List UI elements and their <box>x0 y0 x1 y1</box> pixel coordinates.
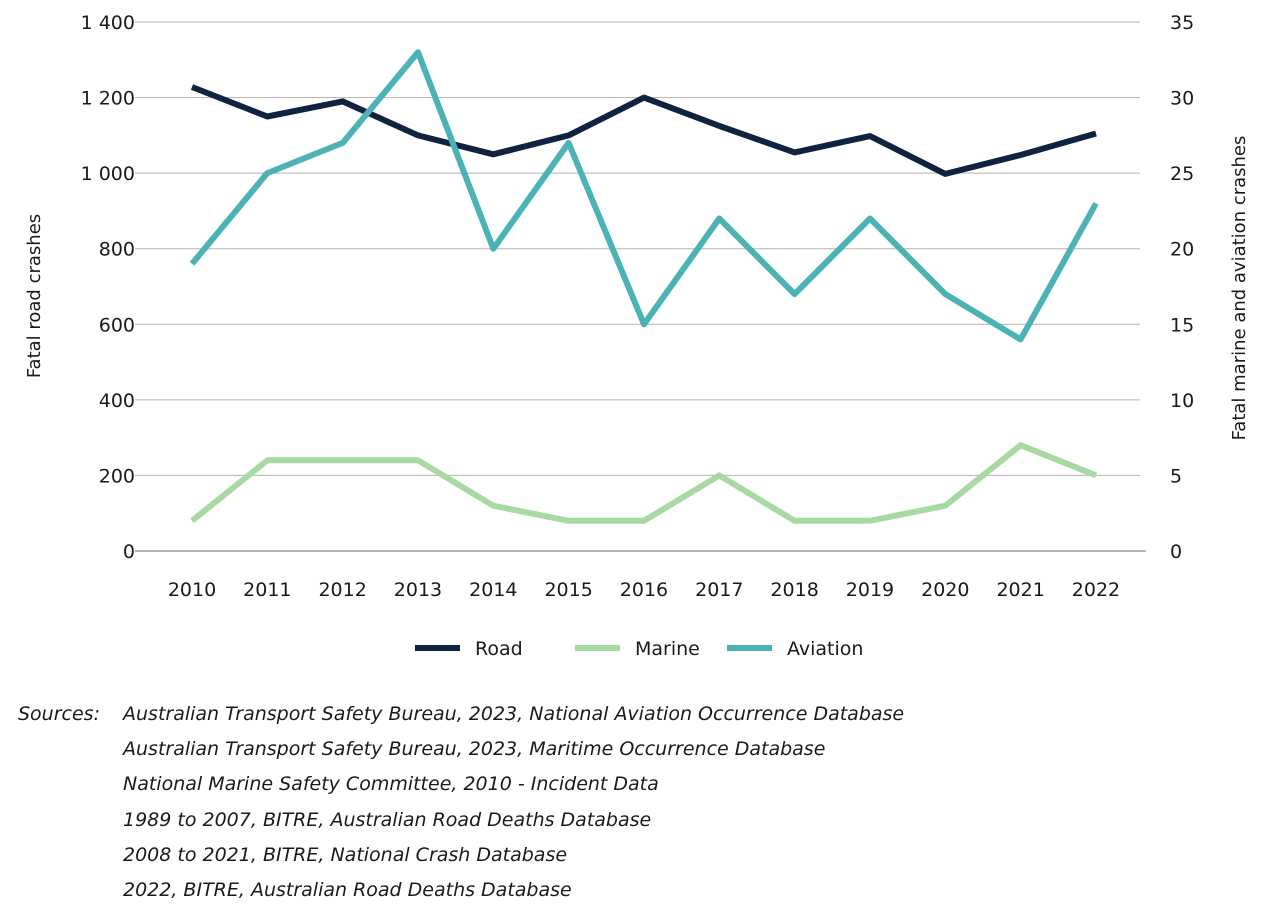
y-left-axis-title: Fatal road crashes <box>24 214 45 378</box>
source-line: 2008 to 2021, BITRE, National Crash Data… <box>123 843 568 866</box>
x-tick-label: 2017 <box>695 579 743 601</box>
x-tick-label: 2014 <box>469 579 517 601</box>
x-tick-label: 2018 <box>770 579 818 601</box>
source-line: 2022, BITRE, Australian Road Deaths Data… <box>123 879 572 902</box>
sources-label: Sources: <box>18 703 100 725</box>
y-right-tick-label: 20 <box>1170 239 1194 261</box>
source-line: Australian Transport Safety Bureau, 2023… <box>123 703 905 725</box>
legend-label-road: Road <box>475 638 523 660</box>
series-line-road <box>190 84 1097 177</box>
y-left-tick-label: 400 <box>99 390 135 412</box>
source-line: National Marine Safety Committee, 2010 -… <box>123 773 659 796</box>
y-right-tick-label: 15 <box>1170 314 1194 336</box>
y-left-tick-label: 0 <box>123 541 135 563</box>
y-right-axis-title: Fatal marine and aviation crashes <box>1229 136 1250 441</box>
y-left-tick-label: 600 <box>99 314 135 336</box>
x-tick-label: 2021 <box>996 579 1044 601</box>
y-right-tick-label: 30 <box>1170 88 1194 110</box>
y-right-tick-label: 5 <box>1170 465 1182 487</box>
y-right-tick-label: 0 <box>1170 541 1182 563</box>
y-left-tick-label: 800 <box>99 239 135 261</box>
y-right-tick-label: 10 <box>1170 390 1194 412</box>
source-line: Australian Transport Safety Bureau, 2023… <box>123 738 826 761</box>
series-line-marine <box>190 442 1098 524</box>
x-tick-label: 2020 <box>921 579 969 601</box>
sources-list: Australian Transport Safety Bureau, 2023… <box>123 697 1023 908</box>
x-tick-label: 2010 <box>168 579 216 601</box>
chart: 0 0 200 5 400 10 600 15 800 20 1 000 25 1 200 30 1 400… <box>24 12 1250 660</box>
x-tick-label: 2022 <box>1072 579 1120 601</box>
y-left-tick-label: 1 400 <box>81 12 135 34</box>
x-tick-label: 2011 <box>243 579 291 601</box>
x-tick-label: 2016 <box>620 579 668 601</box>
y-left-tick-label: 1 200 <box>81 88 135 110</box>
y-right-tick-label: 35 <box>1170 12 1194 34</box>
x-tick-label: 2015 <box>544 579 592 601</box>
y-left-tick-label: 1 000 <box>81 163 135 185</box>
source-line: 1989 to 2007, BITRE, Australian Road Dea… <box>123 808 652 831</box>
series-line-aviation <box>189 49 1099 343</box>
y-left-tick-label: 200 <box>99 465 135 487</box>
x-tick-label: 2012 <box>318 579 366 601</box>
x-tick-label: 2013 <box>394 579 442 601</box>
legend-label-aviation: Aviation <box>787 638 863 660</box>
x-tick-label: 2019 <box>846 579 894 601</box>
y-right-tick-label: 25 <box>1170 163 1194 185</box>
legend-label-marine: Marine <box>635 638 700 660</box>
